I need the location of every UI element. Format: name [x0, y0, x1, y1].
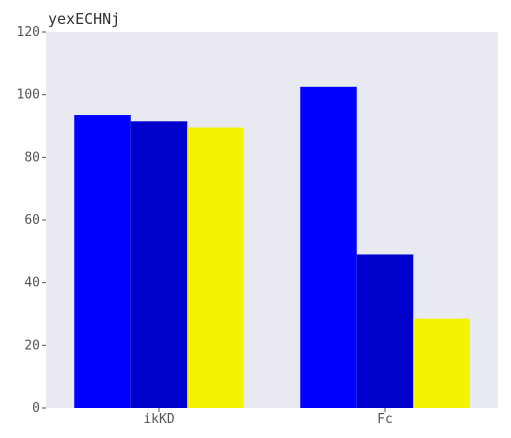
- y-tick-label: 20: [24, 338, 40, 353]
- bar-ikKD-series-1: [74, 115, 131, 409]
- bar-ikKD-series-3: [187, 127, 244, 409]
- x-axis: ikKD Fc: [143, 408, 393, 427]
- bar-ikKD-series-2: [130, 121, 188, 409]
- bars-group: [74, 86, 470, 409]
- x-tick-label: Fc: [377, 412, 393, 427]
- y-tick-label: 60: [24, 213, 40, 228]
- chart-title: yexECHNj: [48, 10, 120, 28]
- x-tick-label: ikKD: [143, 412, 174, 427]
- y-tick-label: 120: [17, 25, 40, 40]
- y-tick-label: 100: [17, 88, 40, 103]
- bar-Fc-series-3: [413, 318, 470, 408]
- y-tick-label: 40: [24, 276, 40, 291]
- bar-Fc-series-1: [300, 86, 357, 408]
- y-axis: 0 20 40 60 80 100 120: [17, 25, 46, 416]
- y-tick-label: 0: [32, 401, 40, 416]
- y-tick-label: 80: [24, 150, 40, 165]
- bar-Fc-series-2: [356, 254, 414, 408]
